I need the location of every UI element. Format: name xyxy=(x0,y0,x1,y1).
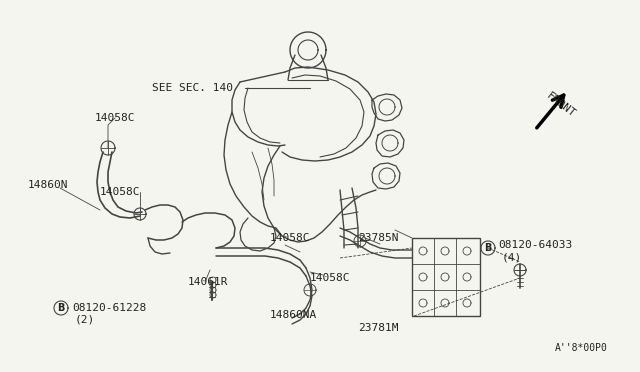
Text: B: B xyxy=(58,303,65,313)
Text: 14860N: 14860N xyxy=(28,180,68,190)
Bar xyxy=(412,238,480,316)
Text: (2): (2) xyxy=(75,315,95,325)
Text: 08120-64033: 08120-64033 xyxy=(498,240,572,250)
Text: 23785N: 23785N xyxy=(358,233,399,243)
Text: 14058C: 14058C xyxy=(95,113,136,123)
Text: 14860NA: 14860NA xyxy=(270,310,317,320)
Text: (4): (4) xyxy=(502,253,522,263)
Text: SEE SEC. 140: SEE SEC. 140 xyxy=(152,83,233,93)
Text: 14058C: 14058C xyxy=(270,233,310,243)
Text: B: B xyxy=(484,243,492,253)
Text: 08120-61228: 08120-61228 xyxy=(72,303,147,313)
Text: FRONT: FRONT xyxy=(545,91,578,119)
Text: 23781M: 23781M xyxy=(358,323,399,333)
Text: 14061R: 14061R xyxy=(188,277,228,287)
Text: A''8*00P0: A''8*00P0 xyxy=(555,343,608,353)
Text: 14058C: 14058C xyxy=(100,187,141,197)
Text: 14058C: 14058C xyxy=(310,273,351,283)
